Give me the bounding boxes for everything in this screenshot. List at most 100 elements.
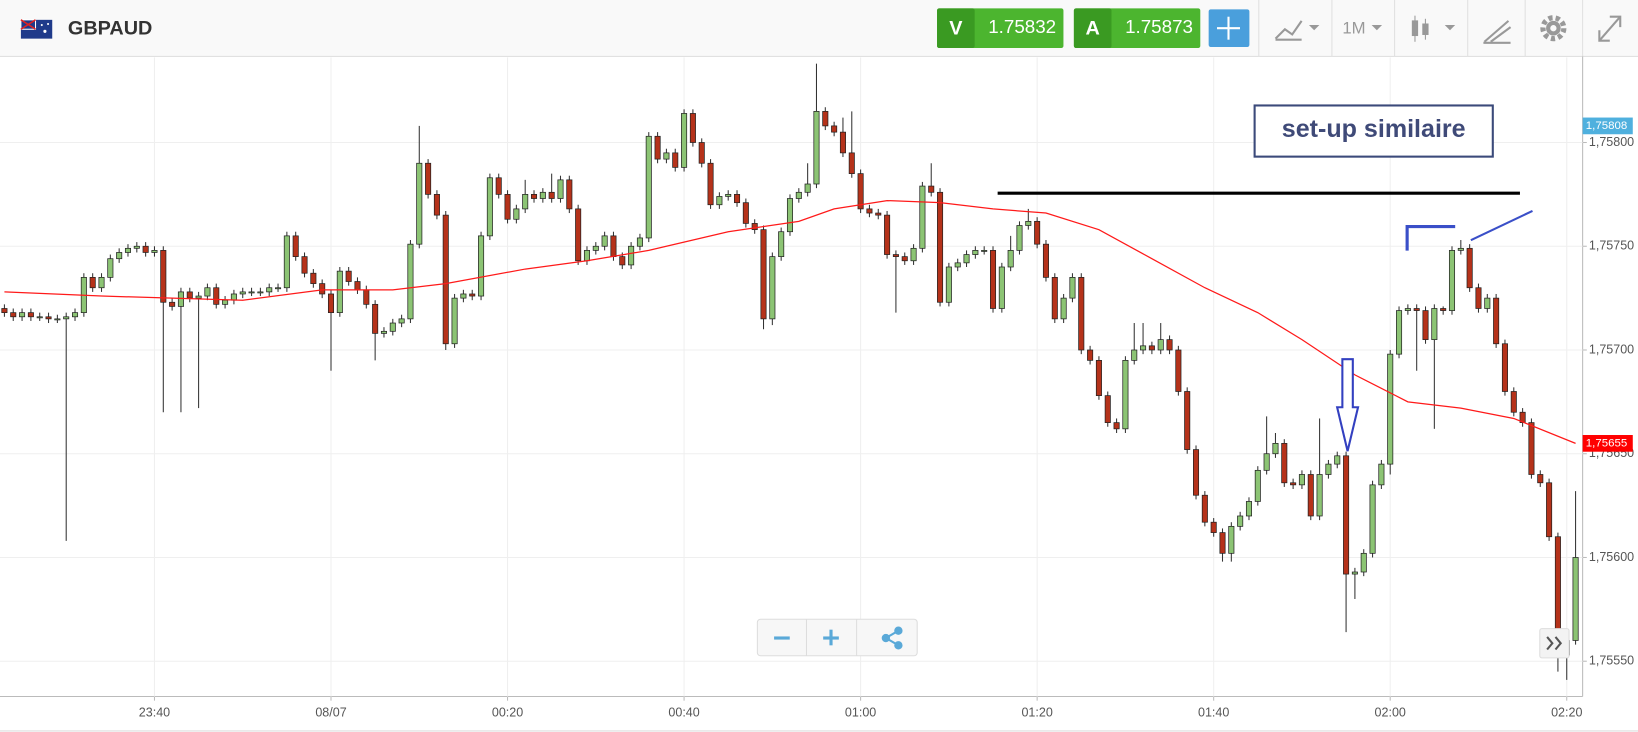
y-tick-label: 1,75800 [1589,135,1634,149]
x-tick-label: 01:00 [845,706,876,720]
candle-body [1131,349,1138,361]
candle-body [1298,474,1305,486]
candle-body [1175,349,1182,392]
candle-body [504,194,511,220]
candle-body [531,194,538,199]
candle-body [742,202,749,224]
candle-body [142,245,149,253]
bracket [1405,225,1456,251]
candle-body [292,235,299,257]
candle-body [301,256,308,274]
candle-body [1404,308,1411,311]
candle-body [133,245,140,249]
candle-body [1431,308,1438,340]
candle-body [1219,532,1226,554]
price-tag [1582,435,1633,452]
candle-body [945,266,952,303]
candle-body [981,250,988,252]
sell-button[interactable]: V 1.75832 [937,8,1064,49]
candle-body [513,208,520,220]
share[interactable] [881,626,903,650]
candle-body [681,113,688,168]
candle-body [116,252,123,260]
candle-body [380,330,387,334]
candle-body [1166,339,1173,351]
x-tick-label: 00:40 [668,706,699,720]
timeframe-button[interactable]: 1M [1342,19,1383,38]
candle-body [804,183,811,193]
candle-body [1501,343,1508,392]
zoom-in[interactable] [823,629,839,646]
x-tick-label: 08/07 [315,706,346,720]
buy-button[interactable]: A 1.75873 [1073,8,1201,49]
candle-body [363,289,370,305]
candle-body [160,250,167,303]
candle-body [416,162,423,245]
candle-body [1104,395,1111,423]
candle-style-button[interactable] [1411,15,1456,42]
candle-body [1475,287,1482,309]
settings-button[interactable] [1540,15,1567,42]
candle-body [1263,453,1270,471]
candle-body [1254,469,1261,502]
candle-body [1078,277,1085,351]
candle-body [1440,308,1447,311]
x-tick-label: 01:20 [1021,706,1052,720]
candle-body [707,162,714,206]
candle-body [583,250,590,262]
candle-body [1413,308,1420,311]
candle-body [1087,349,1094,361]
timeframe: 1M [1342,19,1365,38]
candle-body [1122,359,1129,430]
crosshair-button[interactable] [1208,9,1250,47]
candle-body [1157,339,1164,351]
candle-body [222,299,229,305]
y-tick-label: 1,75600 [1589,550,1634,564]
candle-body [275,287,282,290]
candle-body [1457,247,1464,251]
symbol: GBPAUD [68,17,152,39]
candle-body [1290,482,1297,486]
candle-body [54,318,61,321]
candle-body [195,295,202,299]
candle-body [795,191,802,199]
candle-body [1025,220,1032,226]
candle-body [910,247,917,262]
candle-body [72,312,79,318]
scroll-right-button[interactable] [1539,628,1570,659]
candle-body [892,254,899,257]
candle-body [239,291,246,295]
candle-body [1184,391,1191,450]
sell-price: 1.75832 [988,16,1056,37]
buy-label: A [1086,17,1100,39]
chart-type-button[interactable] [1274,20,1320,41]
candle-body [151,250,158,253]
drawing-tools-button[interactable] [1483,20,1512,44]
annotation-box [1253,104,1494,158]
candle-body [1422,310,1429,340]
candle-body [1281,442,1288,484]
candle-body [919,185,926,249]
candle-body [451,297,458,345]
candle-body [486,177,493,237]
candle-body [636,237,643,247]
fullscreen-button[interactable] [1598,15,1622,42]
candle-body [522,194,529,210]
header-bar [0,0,1638,57]
candle-body [1245,501,1252,517]
candle-body [336,270,343,314]
candle-body [389,322,396,332]
candle-body [1537,474,1544,484]
buy-price: 1.75873 [1125,16,1193,37]
candle-body [689,113,696,143]
candle-body [751,223,758,231]
candle-body [1034,220,1041,245]
candle-body [248,291,255,294]
trend-mark [1470,209,1533,242]
candle-body [10,312,17,318]
candle-body [1369,484,1376,554]
candle-body [539,191,546,199]
candle-body [186,291,193,299]
candle-body [27,312,34,318]
